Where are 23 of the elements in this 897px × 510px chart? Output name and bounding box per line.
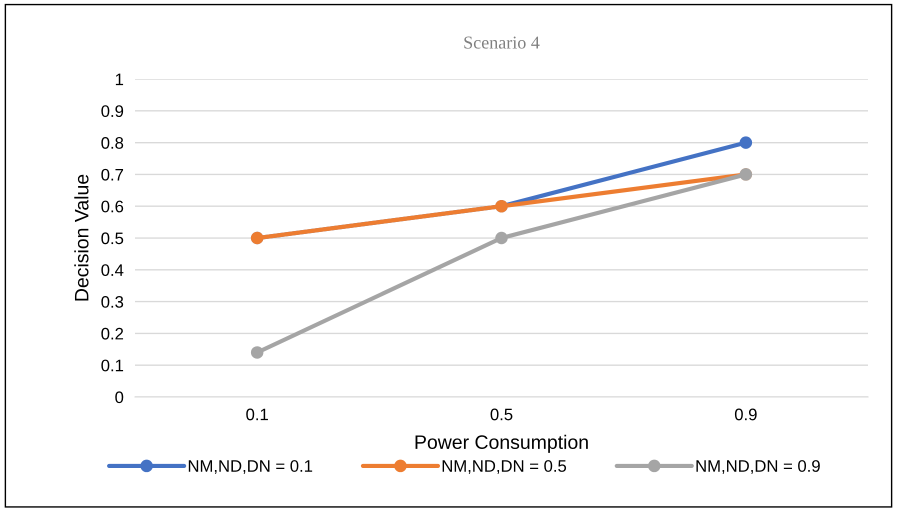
y-tick-label: 0.9 <box>101 105 124 118</box>
y-tick-label: 0.1 <box>101 360 124 372</box>
x-tick-label: 0.5 <box>490 408 512 420</box>
legend-label: NM,ND,DN = 0.9 <box>696 460 820 474</box>
y-tick-label: 0.6 <box>101 200 124 212</box>
y-tick-label: 0.7 <box>101 168 124 181</box>
point <box>250 346 264 359</box>
y-axis-title: Decision Value <box>74 174 89 301</box>
y-tick-label: 0.2 <box>101 328 124 340</box>
legend-label: NM,ND,DN = 0.5 <box>442 460 566 474</box>
y-tick-label: 0.4 <box>101 264 124 276</box>
chart-title: Scenario 4 <box>464 36 540 49</box>
x-tick-label: 0.1 <box>246 408 268 420</box>
y-tick-label: 0 <box>115 391 124 404</box>
y-tick-label: 0.8 <box>101 137 124 149</box>
point <box>740 136 752 149</box>
legend-label: NM,ND,DN = 0.1 <box>188 460 312 474</box>
y-tick-label: 0.5 <box>101 232 124 244</box>
x-tick-label: 0.9 <box>734 408 757 420</box>
x-axis-title: Power Consumption <box>416 434 588 453</box>
y-tick-label: 1 <box>116 74 124 86</box>
point <box>495 232 508 244</box>
y-tick-label: 0.3 <box>101 296 124 308</box>
